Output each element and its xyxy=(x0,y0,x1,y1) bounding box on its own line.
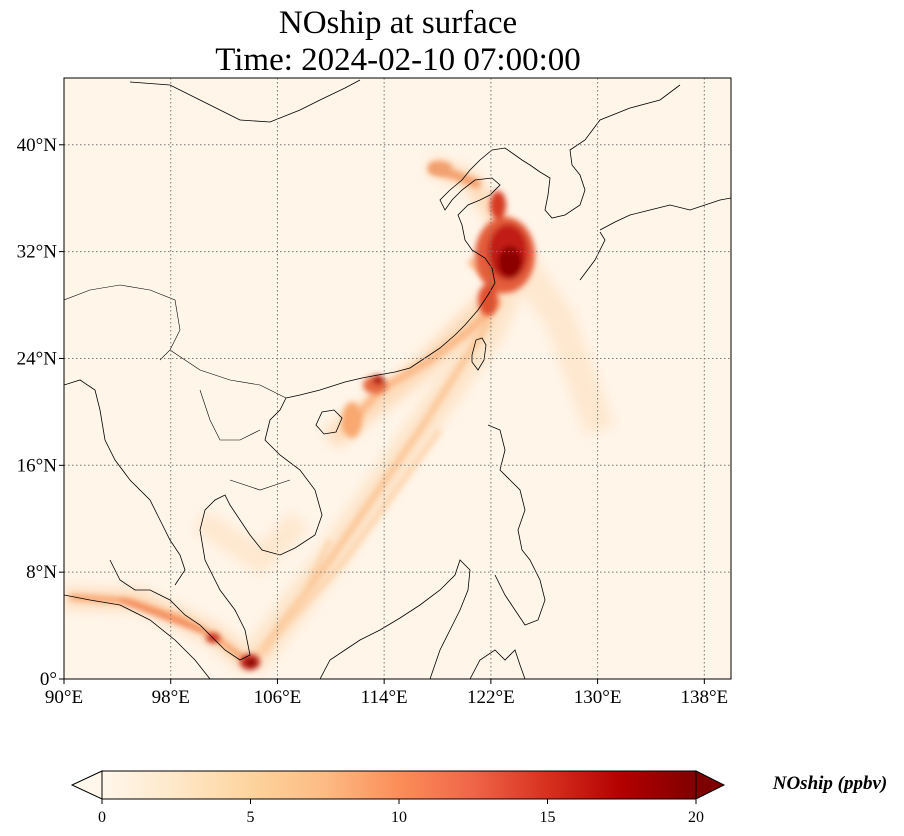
colorbar-tick-label: 20 xyxy=(688,809,704,826)
colorbar-tick-label: 0 xyxy=(98,809,106,826)
lat-tick-label: 32°N xyxy=(17,242,58,263)
lon-tick-label: 122°E xyxy=(467,687,515,708)
colorbar: 0 5 10 15 20 NOship (ppbv) xyxy=(70,770,888,826)
colorbar-extend-min xyxy=(70,770,103,800)
lat-tick-label: 24°N xyxy=(17,348,58,369)
lat-tick-label: 16°N xyxy=(17,455,58,476)
lat-tick-label: 8°N xyxy=(26,562,57,583)
colorbar-extend-max xyxy=(695,770,726,800)
lon-tick-label: 130°E xyxy=(574,687,622,708)
map-title: NOship at surface xyxy=(278,5,518,41)
colorbar-tick-label: 5 xyxy=(247,809,255,826)
map-time-subtitle: Time: 2024-02-10 07:00:00 xyxy=(215,42,581,78)
colorbar-gradient xyxy=(102,771,696,799)
lat-tick-label: 40°N xyxy=(17,135,58,156)
colorbar-tick-label: 10 xyxy=(391,809,407,826)
lon-tick-label: 98°E xyxy=(152,687,190,708)
lon-tick-label: 106°E xyxy=(254,687,302,708)
lon-tick-label: 90°E xyxy=(45,687,83,708)
colorbar-tick-label: 15 xyxy=(540,809,556,826)
lat-tick-label: 0° xyxy=(40,669,57,690)
map-frame xyxy=(63,77,732,680)
lon-tick-label: 138°E xyxy=(680,687,728,708)
axis-ticks: 90°E 98°E 106°E 114°E 122°E 130°E 138°E 40°N 32°… xyxy=(17,135,729,708)
lon-tick-label: 114°E xyxy=(361,687,408,708)
coastlines xyxy=(64,78,731,679)
colorbar-title: NOship (ppbv) xyxy=(772,773,888,794)
concentration-field xyxy=(64,156,615,675)
